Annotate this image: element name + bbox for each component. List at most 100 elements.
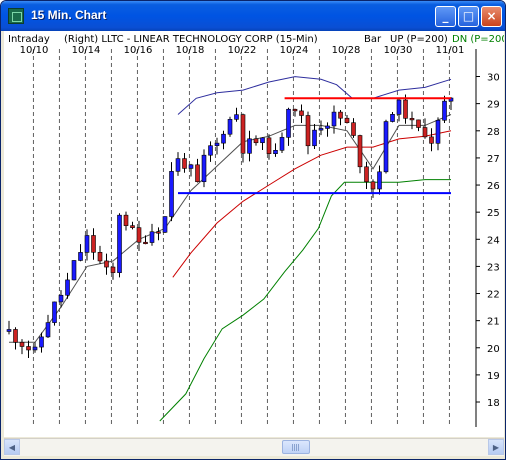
up-candle	[318, 128, 324, 131]
down-candle	[182, 158, 187, 169]
up-candle	[247, 138, 252, 154]
up-candle	[78, 252, 83, 261]
y-tick-label: 30	[487, 73, 500, 84]
horizontal-scrollbar[interactable]: ◀ ▶	[4, 438, 504, 456]
minimize-button[interactable]: _	[435, 6, 456, 27]
y-tick-label: 19	[487, 371, 500, 382]
up-candle	[45, 322, 51, 338]
arrow-right-icon[interactable]: ▶	[488, 439, 504, 455]
down-candle	[13, 329, 18, 343]
ma-red-line	[172, 130, 452, 278]
support-resistance	[178, 97, 451, 195]
up-candle	[221, 133, 226, 144]
down-candle	[136, 227, 142, 243]
y-tick-label: 25	[487, 208, 500, 219]
x-tick-label: 11/01	[436, 45, 465, 56]
maximize-button[interactable]: □	[458, 6, 479, 27]
close-button[interactable]: ×	[481, 6, 502, 27]
up-candle	[6, 329, 12, 332]
down-candle	[344, 117, 350, 123]
price-chart[interactable]: 18 19 20 21 22 23 24 25 26 27 28 29 30 10/10 10/14 10/…	[4, 31, 505, 437]
down-candle	[156, 231, 161, 234]
down-candle	[123, 214, 129, 226]
x-tick-label: 10/16	[124, 45, 153, 56]
up-candle	[32, 346, 38, 351]
up-candle	[312, 129, 317, 147]
scroll-thumb[interactable]	[282, 440, 310, 454]
x-tick-label: 10/10	[20, 45, 49, 56]
down-candle	[143, 241, 148, 245]
up-candle	[65, 279, 70, 296]
up-candle	[377, 171, 382, 190]
down-candle	[299, 110, 304, 116]
up-candle	[169, 171, 174, 217]
ma-black-line	[9, 114, 452, 343]
window-title: 15 Min. Chart	[31, 8, 107, 22]
y-tick-label: 20	[487, 344, 500, 355]
down-candle	[195, 164, 200, 183]
down-candle	[292, 108, 298, 112]
ma-green-line	[159, 179, 451, 422]
down-candle	[110, 266, 116, 273]
up-candle	[188, 164, 194, 169]
down-candle	[240, 114, 246, 154]
y-tick-label: 28	[487, 127, 500, 138]
y-tick-label: 29	[487, 100, 500, 111]
up-candle	[39, 336, 44, 348]
chart-app-icon[interactable]	[8, 8, 24, 24]
dn-indicator-label: DN (P=200)	[452, 34, 504, 45]
down-candle	[364, 166, 369, 183]
candles	[6, 94, 454, 358]
down-candle	[266, 137, 272, 154]
up-candle	[331, 111, 337, 127]
up-candle	[149, 231, 155, 243]
up-candle	[58, 294, 64, 303]
arrow-left-icon[interactable]: ◀	[4, 439, 20, 455]
y-tick-label: 24	[487, 235, 500, 246]
grid-lines	[32, 49, 477, 427]
indicator-lines	[9, 76, 452, 422]
y-tick-label: 21	[487, 317, 500, 328]
y-tick-label: 23	[487, 262, 500, 273]
y-tick-label: 26	[487, 181, 500, 192]
up-candle	[442, 100, 447, 121]
up-candle	[383, 121, 389, 173]
down-candle	[104, 260, 109, 268]
down-candle	[351, 122, 356, 136]
x-tick-label: 10/24	[280, 45, 309, 56]
chart-area[interactable]: 18 19 20 21 22 23 24 25 26 27 28 29 30 10/10 10/14 10/…	[4, 31, 505, 437]
bar-label: Bar	[364, 34, 382, 45]
y-tick-label: 22	[487, 290, 500, 301]
up-candle	[279, 137, 285, 151]
up-candle	[175, 158, 181, 172]
down-candle	[409, 118, 415, 121]
chart-symbol-title: (Right) LLTC - LINEAR TECHNOLOGY CORP (1…	[64, 34, 318, 45]
down-candle	[422, 127, 428, 138]
up-candle	[325, 125, 330, 129]
down-candle	[19, 341, 25, 347]
down-candle	[370, 181, 376, 190]
y-axis: 18 19 20 21 22 23 24 25 26 27 28 29 30	[476, 73, 500, 409]
down-candle	[338, 111, 343, 119]
down-candle	[26, 346, 31, 351]
up-candle	[227, 119, 233, 135]
x-tick-label: 10/22	[228, 45, 257, 56]
intraday-label: Intraday	[8, 34, 50, 45]
up-candle	[396, 99, 402, 115]
up-candle	[84, 235, 90, 253]
down-candle	[416, 119, 421, 128]
y-tick-label: 27	[487, 154, 500, 165]
down-candle	[253, 138, 259, 144]
down-candle	[429, 136, 434, 144]
up-candle	[162, 216, 168, 233]
up-candle	[260, 137, 265, 144]
up-candle	[286, 108, 291, 138]
upper-band-line	[177, 76, 452, 115]
x-tick-label: 10/14	[72, 45, 101, 56]
x-axis: 10/10 10/14 10/16 10/18 10/22 10/24 10/28 10/30…	[20, 45, 465, 56]
up-candle	[201, 154, 207, 183]
title-bar[interactable]: 15 Min. Chart _ □ ×	[1, 1, 505, 31]
x-tick-label: 10/30	[384, 45, 413, 56]
y-tick-label: 18	[487, 398, 500, 409]
